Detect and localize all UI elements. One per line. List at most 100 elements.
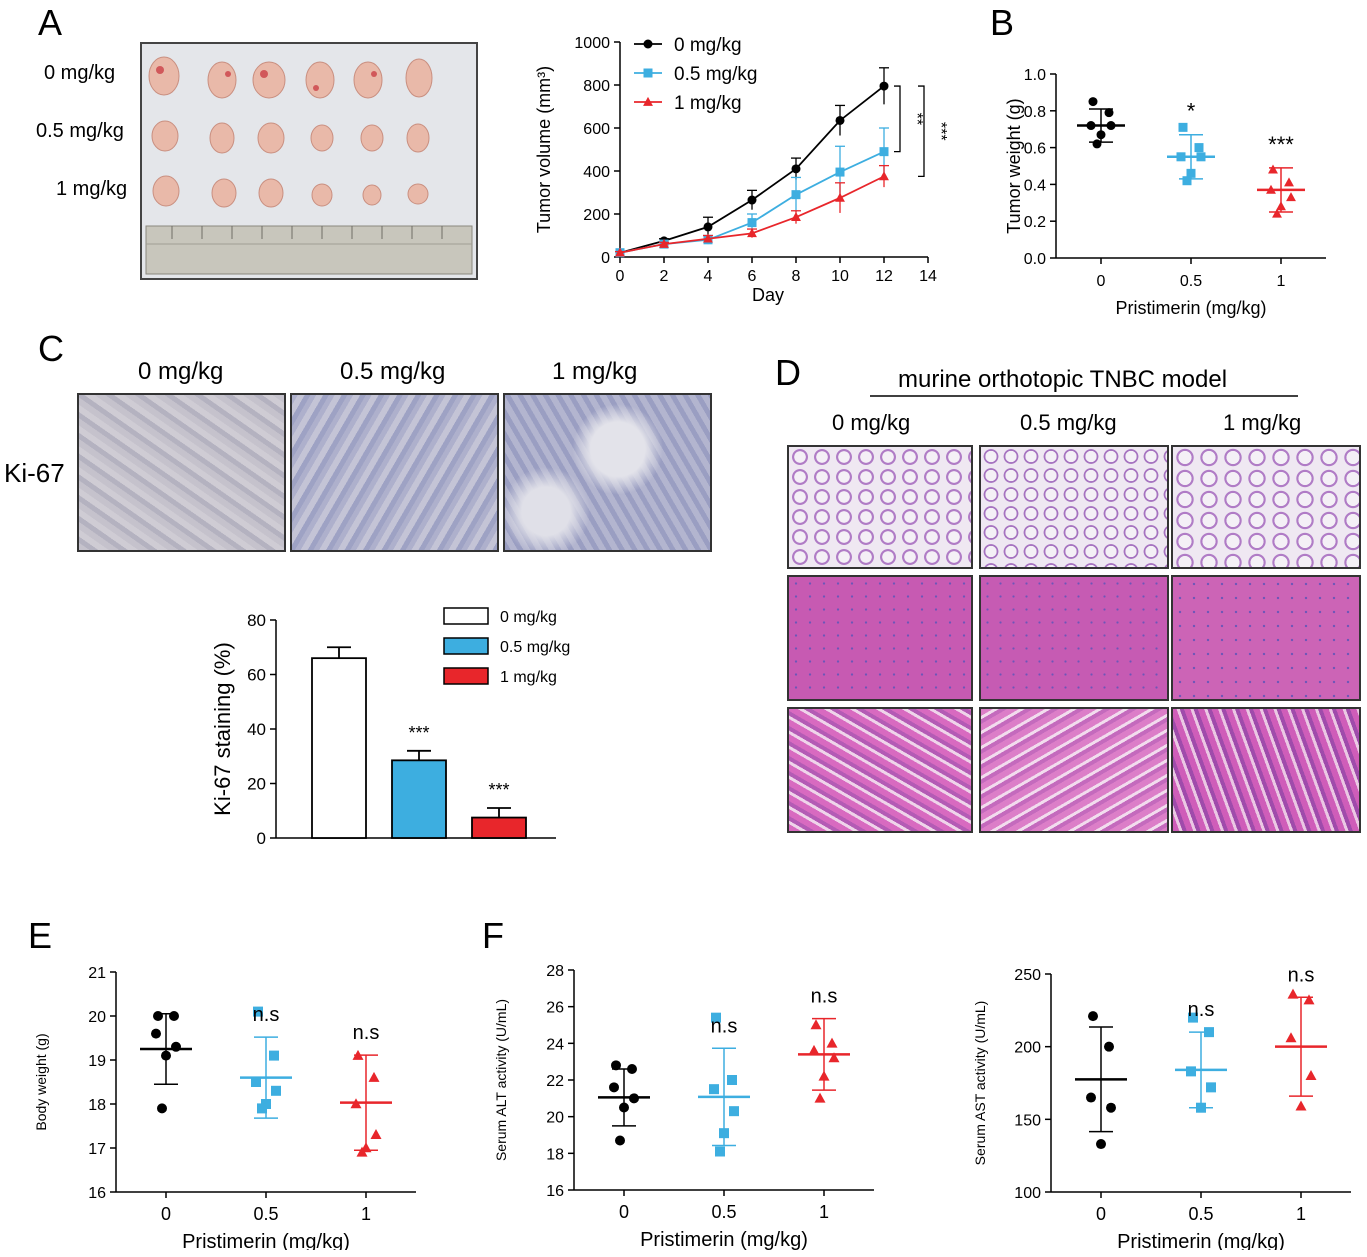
y-tick-label: 16 — [546, 1183, 564, 1200]
significance-label: n.s — [811, 986, 838, 1008]
data-point — [1176, 152, 1186, 162]
legend-label: 0 mg/kg — [500, 609, 557, 626]
data-point — [818, 1070, 830, 1081]
data-point — [835, 167, 845, 177]
data-point — [370, 1129, 382, 1140]
data-point — [1276, 201, 1286, 211]
data-point — [1206, 1082, 1216, 1093]
legend-marker — [643, 96, 653, 106]
histology-header: murine orthotopic TNBC model — [898, 366, 1228, 393]
y-tick-label: 80 — [247, 611, 266, 630]
x-tick-label: 1 — [819, 1202, 829, 1222]
data-point — [835, 192, 845, 202]
data-point — [791, 212, 801, 222]
liver-image-0 — [787, 575, 973, 701]
x-tick-label: 0.5 — [1188, 1204, 1213, 1224]
data-point — [1188, 1012, 1198, 1023]
data-point — [814, 1092, 826, 1103]
histology-dose-0: 0 mg/kg — [832, 410, 911, 435]
x-tick-label: 0 — [1096, 1204, 1106, 1224]
ihc-dose-header-0: 0 mg/kg — [138, 358, 224, 385]
y-tick-label: 1.0 — [1024, 67, 1046, 84]
dose-label-0.5: 0.5 mg/kg — [36, 120, 124, 142]
histology-dose-0.5: 0.5 mg/kg — [1020, 410, 1117, 435]
y-axis-label: Serum AST activity (U/mL) — [972, 1001, 988, 1166]
y-tick-label: 16 — [88, 1185, 106, 1202]
legend-label: 0.5 mg/kg — [674, 64, 757, 85]
y-axis-label: Tumor volume (mm³) — [534, 66, 554, 233]
data-point — [810, 1019, 822, 1030]
liver-image-0.5 — [979, 575, 1169, 701]
y-tick-label: 26 — [546, 1000, 564, 1017]
y-tick-label: 20 — [247, 775, 266, 794]
x-axis-label: Pristimerin (mg/kg) — [1117, 1231, 1285, 1250]
y-tick-label: 0.6 — [1024, 141, 1046, 158]
x-tick-label: 1 — [361, 1204, 371, 1224]
legend-swatch — [443, 607, 489, 625]
y-tick-label: 40 — [247, 720, 266, 739]
data-point — [1186, 1066, 1196, 1077]
y-tick-label: 250 — [1014, 967, 1041, 984]
data-point — [1182, 176, 1192, 186]
ihc-image-0.5 — [290, 393, 499, 552]
panel-label-a: A — [38, 2, 63, 43]
data-point — [1196, 1102, 1206, 1113]
data-point — [1285, 1032, 1297, 1043]
data-point — [1096, 130, 1106, 140]
data-point — [609, 1082, 619, 1093]
data-point — [1092, 139, 1102, 149]
data-point — [828, 1052, 840, 1063]
data-point — [1104, 1041, 1114, 1052]
data-point — [835, 115, 845, 125]
data-point — [715, 1146, 725, 1157]
y-tick-label: 20 — [88, 1009, 106, 1026]
data-point — [151, 1028, 161, 1039]
data-point — [368, 1071, 380, 1082]
data-point — [629, 1093, 639, 1104]
data-point — [1086, 121, 1096, 131]
ihc-image-1 — [503, 393, 712, 552]
y-tick-label: 400 — [583, 164, 610, 181]
data-point — [1284, 177, 1294, 187]
data-point — [747, 228, 757, 238]
y-tick-label: 17 — [88, 1141, 106, 1158]
data-point — [1272, 208, 1282, 218]
body-weight-chart: 16 17 18 19 20 21 Body weight (g) 0 0.5 n.s 1 n.s Pr… — [33, 965, 416, 1250]
panel-label-d: D — [775, 352, 801, 393]
data-point — [611, 1060, 621, 1071]
serum-alt-chart: 16 18 20 22 24 26 28 Serum ALT activity (U/mL) 0… — [493, 963, 874, 1250]
data-point — [1295, 1100, 1307, 1111]
data-point — [1196, 152, 1206, 162]
data-point — [171, 1041, 181, 1052]
y-axis-label: Body weight (g) — [33, 1033, 49, 1130]
y-tick-label: 0.8 — [1024, 104, 1046, 121]
kidney-image-1 — [1171, 707, 1361, 833]
significance-label: n.s — [1288, 964, 1315, 986]
data-point — [747, 195, 757, 205]
data-point — [808, 1044, 820, 1055]
lung-image-1 — [1171, 445, 1361, 569]
tumor-volume-chart: 0 200 400 600 800 1000 Tumor volume (mm³) 0 2 4 6 8… — [534, 35, 949, 305]
y-tick-label: 60 — [247, 666, 266, 685]
y-tick-label: 18 — [88, 1097, 106, 1114]
significance-label: n.s — [353, 1022, 380, 1044]
y-tick-label: 1000 — [574, 35, 610, 52]
y-tick-label: 150 — [1014, 1112, 1041, 1129]
legend-swatch — [443, 667, 489, 685]
x-tick-label: 2 — [660, 268, 669, 285]
data-point — [791, 164, 801, 174]
panel-label-e: E — [28, 915, 53, 956]
y-tick-label: 28 — [546, 963, 564, 980]
lung-image-0 — [787, 445, 973, 569]
y-tick-label: 22 — [546, 1073, 564, 1090]
x-tick-label: 0 — [161, 1204, 171, 1224]
x-tick-label: 12 — [875, 268, 893, 285]
data-point — [169, 1011, 179, 1021]
data-point — [711, 1012, 721, 1023]
data-point — [1286, 192, 1296, 202]
data-point — [1305, 1069, 1317, 1080]
y-tick-label: 18 — [546, 1146, 564, 1163]
x-tick-label: 0.5 — [253, 1204, 278, 1224]
significance-label: n.s — [711, 1015, 738, 1037]
